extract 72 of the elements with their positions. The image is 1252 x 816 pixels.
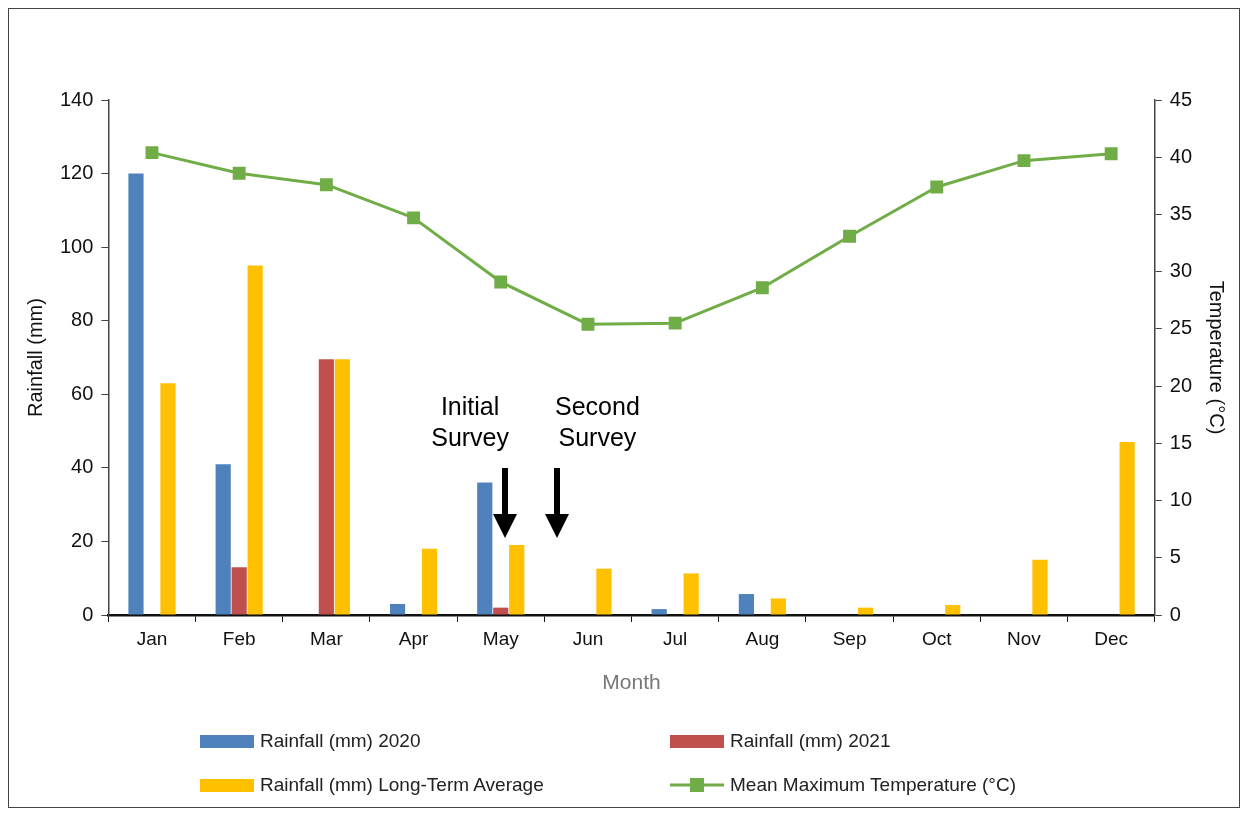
bar [421, 548, 438, 615]
point [232, 166, 246, 180]
y2-tick-label: 10 [1169, 488, 1192, 511]
point [843, 229, 857, 243]
y-tick-label: 60 [71, 381, 94, 404]
y-tick-label: 40 [71, 455, 94, 478]
legend-label: Rainfall (mm) 2020 [260, 730, 421, 752]
x-tick-label: Jan [136, 627, 168, 649]
y2-axis-title: Temperature (°C) [1206, 280, 1229, 435]
bar [945, 605, 961, 615]
point [145, 146, 159, 160]
bar [1032, 559, 1048, 615]
bar [128, 173, 144, 615]
y-tick-label: 0 [82, 602, 94, 625]
bar [231, 567, 247, 615]
bar [334, 359, 350, 615]
point [1017, 154, 1031, 168]
bar [651, 609, 667, 615]
bar [509, 545, 525, 615]
bar [215, 464, 231, 615]
bar [1119, 442, 1135, 615]
y-axis-title: Rainfall (mm) [23, 298, 46, 417]
legend-label: Rainfall (mm) Long-Term Average [260, 774, 544, 796]
y2-tick-label: 20 [1169, 373, 1192, 396]
y2-tick-label: 5 [1169, 545, 1181, 568]
x-tick-label: Mar [310, 627, 344, 649]
y2-tick-label: 25 [1169, 316, 1192, 339]
x-tick-label: Nov [1007, 627, 1042, 649]
y2-tick-label: 30 [1169, 259, 1192, 282]
bar [389, 603, 406, 615]
point [755, 281, 769, 295]
y2-tick-label: 35 [1169, 201, 1192, 224]
x-tick-label: May [482, 627, 520, 649]
bar [318, 359, 334, 615]
x-tick-label: Jun [572, 627, 604, 649]
bar [493, 607, 509, 615]
y2-tick-label: 15 [1169, 430, 1192, 453]
y2-tick-label: 45 [1169, 87, 1192, 110]
annotation: Initial Survey [430, 390, 510, 453]
y2-tick-label: 40 [1169, 144, 1192, 167]
point [668, 316, 682, 330]
point [319, 178, 333, 192]
x-tick-label: Feb [222, 627, 256, 649]
bar [857, 607, 874, 615]
point [1104, 147, 1118, 161]
x-tick-label: Dec [1094, 627, 1129, 649]
y-tick-label: 80 [71, 308, 94, 331]
y2-tick-label: 0 [1169, 602, 1181, 625]
point [930, 180, 944, 194]
x-tick-label: Jul [663, 627, 688, 649]
point [581, 317, 595, 331]
y-tick-label: 140 [59, 87, 94, 110]
bar [738, 594, 754, 615]
x-tick-label: Aug [745, 627, 780, 649]
y-tick-label: 20 [71, 528, 94, 551]
bar [477, 482, 493, 615]
x-tick-label: Oct [921, 627, 953, 649]
x-axis-title: Month [602, 670, 661, 694]
bar [770, 598, 786, 615]
annotation: Second Survey [554, 390, 641, 453]
x-tick-label: Apr [398, 627, 430, 649]
bar [596, 568, 612, 615]
legend-label: Mean Maximum Temperature (°C) [730, 774, 1016, 796]
x-tick-label: Sep [832, 627, 867, 649]
bar [160, 383, 176, 615]
bar [247, 265, 263, 615]
bar [683, 573, 699, 615]
y-tick-label: 120 [59, 161, 94, 184]
point [407, 211, 421, 225]
y-tick-label: 100 [59, 234, 94, 257]
legend-label: Rainfall (mm) 2021 [730, 730, 891, 752]
point [494, 275, 508, 289]
